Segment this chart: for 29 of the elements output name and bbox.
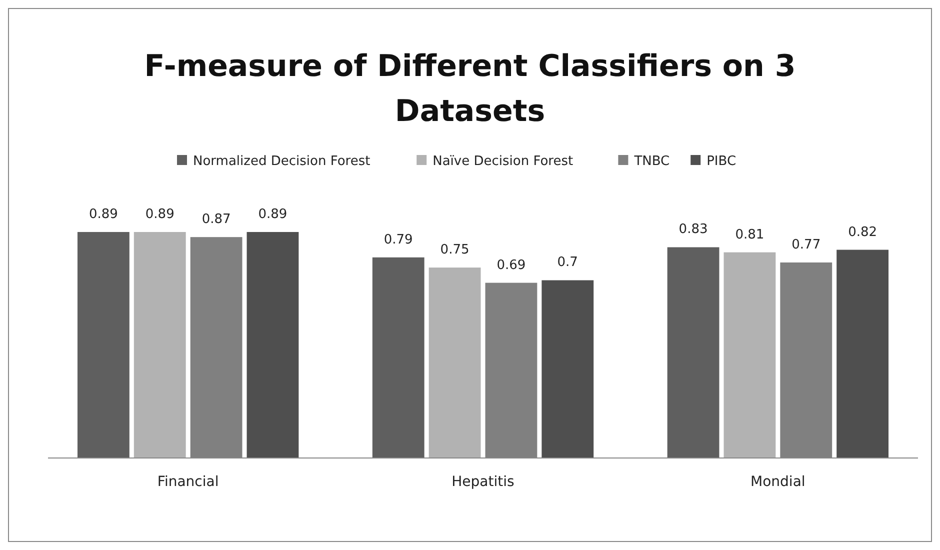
bar	[134, 232, 186, 458]
data-label: 0.87	[202, 212, 231, 228]
data-label: 0.81	[735, 227, 764, 242]
bar	[667, 247, 720, 458]
data-label: 0.77	[792, 237, 821, 252]
legend-label: PIBC	[706, 154, 736, 169]
legend-label: Normalized Decision Forest	[193, 154, 370, 169]
data-label: 0.89	[145, 207, 174, 222]
bar	[372, 257, 424, 458]
x-tick-label: Financial	[157, 474, 219, 490]
data-label: 0.75	[440, 242, 470, 258]
bar	[77, 232, 130, 458]
x-tick-label: Mondial	[750, 474, 806, 490]
data-label: 0.83	[678, 222, 708, 238]
data-label: 0.7	[557, 255, 578, 270]
data-label: 0.89	[88, 207, 118, 222]
legend-label: TNBC	[633, 154, 670, 169]
bar	[836, 250, 889, 458]
data-label: 0.69	[496, 258, 526, 273]
legend-label: Naïve Decision Forest	[432, 154, 574, 169]
data-label: 0.89	[258, 207, 288, 222]
data-label: 0.79	[384, 232, 413, 248]
bar	[246, 232, 299, 458]
chart-title: F-measure of Different Classifiers on 3 Datasets	[144, 49, 796, 129]
bar	[428, 268, 481, 458]
x-tick-label: Hepatitis	[452, 474, 514, 490]
bar	[542, 280, 594, 458]
bar	[724, 252, 776, 458]
data-label: 0.82	[848, 224, 878, 240]
